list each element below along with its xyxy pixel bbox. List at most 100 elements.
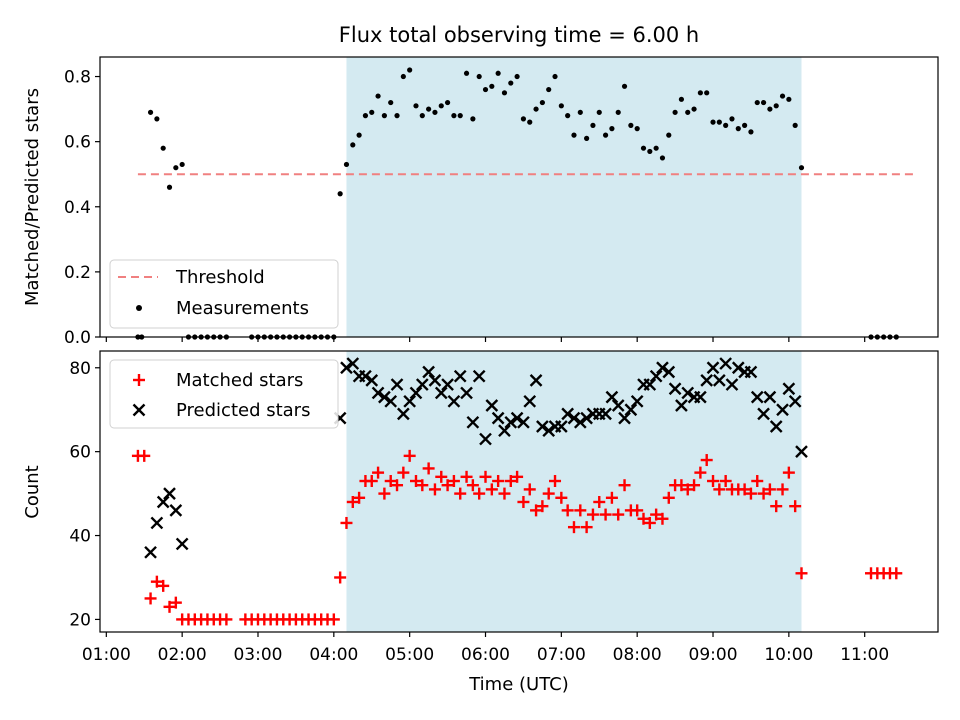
predicted-star-point	[371, 386, 385, 400]
measurement-point	[760, 99, 767, 106]
predicted-star-point	[409, 386, 423, 400]
measurement-point	[350, 142, 356, 148]
predicted-star-point	[744, 365, 758, 379]
matched-star-point	[738, 483, 751, 496]
matched-star-point	[586, 508, 599, 521]
matched-star-point	[523, 483, 536, 496]
matched-star-point	[688, 479, 701, 492]
predicted-star-point	[175, 537, 189, 551]
predicted-star-point	[567, 411, 581, 425]
predicted-star-point	[706, 361, 720, 375]
measurement-point	[413, 103, 419, 109]
matched-star-point	[447, 475, 460, 488]
bottom-legend-box	[109, 359, 339, 429]
measurement-point	[508, 80, 514, 86]
measurement-point	[710, 119, 716, 125]
matched-star-point	[656, 512, 669, 525]
matched-star-point	[605, 491, 618, 504]
matched-star-point	[580, 521, 593, 534]
predicted-star-point	[384, 394, 398, 408]
matched-star-point	[517, 495, 530, 508]
measurement-point	[754, 99, 760, 106]
measurement-point	[773, 103, 779, 109]
measurement-point	[647, 148, 653, 155]
predicted-star-point	[340, 361, 353, 375]
measurement-point	[640, 145, 647, 151]
top-y-tick-label: 0.0	[64, 328, 91, 348]
predicted-star-point	[630, 394, 644, 408]
measurement-point	[621, 83, 628, 89]
predicted-star-point	[428, 374, 442, 387]
measurement-point	[394, 113, 400, 119]
matched-star-point	[473, 487, 486, 500]
measurement-point	[495, 70, 501, 76]
bottom-x-tick-label: 01:00	[82, 645, 131, 665]
matched-star-point	[567, 521, 580, 534]
bottom-x-ticks: 01:00 02:00 03:00 04:00 05:00 06:00 07:00 08:00…	[82, 632, 889, 665]
matched-star-point	[618, 479, 631, 492]
matched-star-point	[700, 454, 713, 467]
measurement-point	[451, 113, 457, 119]
measurement-point	[489, 83, 495, 89]
matched-star-point	[574, 504, 587, 517]
measurement-point	[628, 122, 634, 128]
measurement-point	[565, 113, 571, 119]
predicted-star-point	[643, 378, 657, 391]
measurement-point	[659, 155, 666, 161]
predicted-star-point	[624, 403, 638, 417]
top-axes-frame	[99, 56, 939, 338]
predicted-star-point	[529, 374, 543, 387]
predicted-star-point	[510, 411, 524, 425]
legend-measurements-label: Measurements	[176, 298, 309, 319]
predicted-star-point	[365, 374, 379, 387]
measurement-point	[470, 116, 476, 122]
measurement-point	[514, 73, 520, 80]
predicted-star-point	[700, 374, 714, 387]
measurement-point	[615, 109, 621, 115]
matched-star-point	[561, 504, 574, 517]
top-y-tick-label: 0.2	[64, 263, 91, 283]
matched-star-point	[707, 475, 720, 488]
predicted-star-point	[662, 365, 676, 379]
predicted-star-point	[681, 386, 695, 400]
measurement-point	[716, 119, 722, 125]
measurement-point	[742, 122, 748, 128]
matched-star-point	[694, 466, 707, 479]
bottom-x-tick-label: 04:00	[309, 645, 358, 665]
matched-star-point	[890, 567, 903, 580]
bottom-x-tick-label: 09:00	[689, 645, 738, 665]
top-y-tick-label: 0.8	[64, 68, 91, 88]
measurement-point	[685, 109, 691, 115]
matched-star-point	[549, 475, 562, 488]
predicted-star-point	[403, 394, 417, 408]
matched-star-point	[643, 516, 656, 529]
matched-star-point	[428, 483, 441, 496]
bottom-x-tick-label: 11:00	[840, 645, 889, 665]
matched-star-point	[492, 475, 505, 488]
predicted-star-point	[649, 369, 663, 383]
predicted-star-point	[561, 407, 575, 421]
predicted-star-point	[763, 390, 777, 404]
bottom-y-tick-label: 60	[69, 443, 91, 463]
top-y-tick-label: 0.6	[64, 133, 91, 153]
legend-plus-marker	[133, 374, 145, 386]
matched-star-point	[504, 475, 517, 488]
predicted-star-point	[150, 516, 164, 530]
measurement-point	[337, 191, 343, 197]
measurement-point	[343, 161, 350, 168]
predicted-star-point	[359, 369, 372, 383]
matched-star-point	[795, 567, 808, 580]
measurement-point	[160, 145, 166, 151]
matched-star-point	[631, 504, 644, 517]
matched-star-point	[744, 487, 757, 500]
matched-star-point	[403, 449, 416, 462]
measurement-point	[463, 70, 470, 76]
predicted-star-point	[504, 415, 518, 429]
measurement-point	[748, 129, 754, 135]
measurement-point	[482, 86, 489, 93]
matched-star-point	[612, 508, 625, 521]
matched-star-point	[460, 470, 473, 483]
matched-star-point	[713, 483, 726, 496]
matched-star-point	[466, 479, 479, 492]
predicted-star-point	[782, 382, 796, 396]
